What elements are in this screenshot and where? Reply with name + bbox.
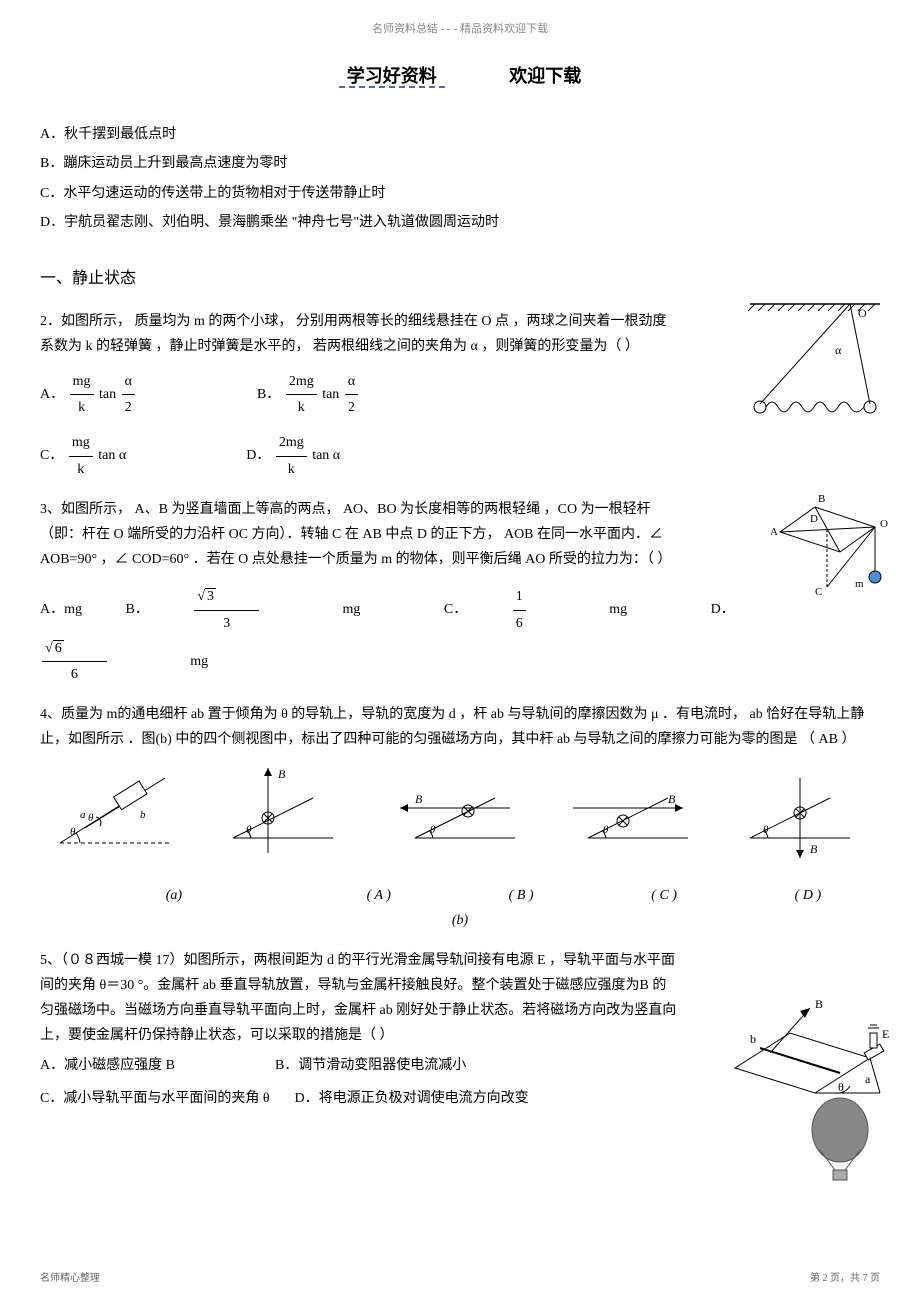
svg-text:O: O bbox=[880, 518, 888, 530]
q4-sublabel-b: (b) bbox=[40, 908, 880, 933]
svg-text:a: a bbox=[80, 809, 86, 821]
svg-text:m: m bbox=[855, 578, 864, 590]
svg-text:a: a bbox=[865, 1072, 871, 1086]
q5-text: 5、（０８西城一模 17）如图所示，两根间距为 d 的平行光滑金属导轨间接有电源… bbox=[40, 948, 680, 1049]
q2-opt-a: A． mgk tan α2 bbox=[40, 369, 137, 420]
q4-fig-B: B θ bbox=[385, 763, 535, 873]
q2-diagram: O α bbox=[740, 299, 890, 429]
q2-opt-d: D． 2mgk tan α bbox=[246, 430, 340, 481]
title-right: 欢迎下载 bbox=[509, 66, 581, 86]
section-1-title: 一、静止状态 bbox=[40, 265, 880, 294]
question-3: 3、如图所示， A、B 为竖直墙面上等高的两点， AO、BO 为长度相等的两根轻… bbox=[40, 497, 880, 687]
svg-text:A: A bbox=[770, 526, 778, 538]
q5-diagram: B E a b θ bbox=[720, 978, 890, 1108]
page-footer: 名师精心整理 第 2 页，共 7 页 bbox=[40, 1270, 880, 1288]
footer-left: 名师精心整理 bbox=[40, 1270, 100, 1288]
svg-text:B: B bbox=[278, 767, 286, 781]
svg-text:α: α bbox=[835, 343, 842, 357]
q3-text: 3、如图所示， A、B 为竖直墙面上等高的两点， AO、BO 为长度相等的两根轻… bbox=[40, 497, 680, 573]
question-4: 4、质量为 m的通电细杆 ab 置于倾角为 θ 的导轨上，导轨的宽度为 d ，杆… bbox=[40, 702, 880, 933]
question-5: 5、（０８西城一模 17）如图所示，两根间距为 d 的平行光滑金属导轨间接有电源… bbox=[40, 948, 880, 1115]
q4-fig-a: θ a b θ bbox=[40, 763, 190, 873]
svg-text:b: b bbox=[750, 1032, 756, 1046]
q2-text: 2．如图所示， 质量均为 m 的两个小球， 分别用两根等长的细线悬挂在 O 点 … bbox=[40, 309, 680, 359]
page-title: 学习好资料 欢迎下载 bbox=[40, 60, 880, 92]
q2-opt-c: C． mgk tan α bbox=[40, 430, 126, 481]
svg-text:B: B bbox=[415, 792, 423, 806]
q3-opt-a: A．mg bbox=[40, 602, 82, 617]
question-2: 2．如图所示， 质量均为 m 的两个小球， 分别用两根等长的细线悬挂在 O 点 … bbox=[40, 309, 880, 482]
q5-opt-a: A．减小磁感应强度 B bbox=[40, 1053, 175, 1078]
q5-opt-b: B．调节滑动变阻器使电流减小 bbox=[275, 1053, 466, 1078]
svg-text:θ: θ bbox=[430, 824, 436, 836]
q5-opt-d: D．将电源正负极对调使电流方向改变 bbox=[295, 1086, 529, 1111]
q3-diagram: A B C D O m bbox=[760, 487, 890, 607]
svg-text:b: b bbox=[140, 809, 146, 821]
q3-opt-b: B． √33 mg bbox=[126, 602, 404, 617]
q4-text: 4、质量为 m的通电细杆 ab 置于倾角为 θ 的导轨上，导轨的宽度为 d ，杆… bbox=[40, 702, 880, 752]
svg-text:θ: θ bbox=[763, 824, 769, 836]
q1-opt-c: C．水平匀速运动的传送带上的货物相对于传送带静止时 bbox=[40, 181, 880, 206]
q5-opt-c: C．减小导轨平面与水平面间的夹角 θ bbox=[40, 1086, 270, 1111]
q4-fig-D: B θ bbox=[730, 763, 880, 873]
q3-opt-c: C． 16 mg bbox=[444, 602, 671, 617]
svg-text:B: B bbox=[668, 792, 676, 806]
svg-text:B: B bbox=[810, 842, 818, 856]
balloon-icon bbox=[800, 1095, 880, 1195]
q4-labels-row: (a) ( A ) ( B ) ( C ) ( D ) bbox=[40, 883, 880, 908]
q1-opt-b: B．蹦床运动员上升到最高点速度为零时 bbox=[40, 151, 880, 176]
svg-text:O: O bbox=[858, 306, 867, 320]
svg-text:B: B bbox=[818, 493, 825, 505]
svg-text:θ: θ bbox=[70, 826, 76, 838]
svg-text:C: C bbox=[815, 586, 822, 598]
footer-right: 第 2 页，共 7 页 bbox=[810, 1270, 880, 1288]
svg-text:D: D bbox=[810, 513, 818, 525]
title-left: 学习好资料 bbox=[339, 66, 445, 88]
svg-text:θ: θ bbox=[603, 824, 609, 836]
svg-text:E: E bbox=[882, 1027, 889, 1041]
svg-text:B: B bbox=[815, 997, 823, 1011]
q1-opt-a: A．秋千摆到最低点时 bbox=[40, 122, 880, 147]
q4-fig-A: B θ bbox=[213, 763, 363, 873]
svg-text:θ: θ bbox=[246, 824, 252, 836]
q1-opt-d: D．宇航员翟志刚、刘伯明、景海鹏乘坐 "神舟七号"进入轨道做圆周运动时 bbox=[40, 210, 880, 235]
header-note: 名师资料总结 - - - 精品资料欢迎下载 bbox=[40, 20, 880, 40]
q4-fig-C: B θ bbox=[558, 763, 708, 873]
q4-figures: θ a b θ B θ B θ bbox=[40, 763, 880, 873]
svg-text:θ: θ bbox=[88, 812, 94, 824]
q2-opt-b: B． 2mgk tan α2 bbox=[257, 369, 360, 420]
